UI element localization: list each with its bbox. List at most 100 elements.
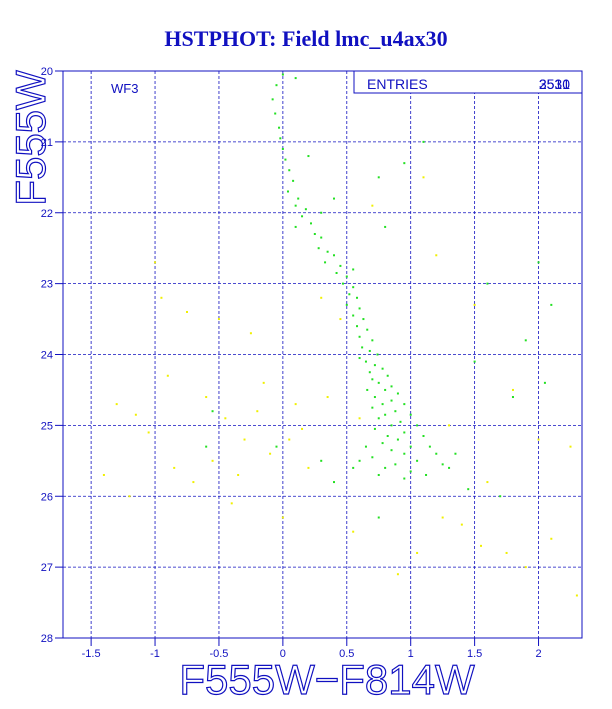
point	[284, 158, 287, 161]
point	[381, 403, 384, 406]
point	[390, 424, 393, 427]
point	[262, 381, 265, 384]
point	[286, 190, 289, 193]
y-tick-label: 24	[41, 350, 53, 362]
point	[173, 466, 176, 469]
point	[320, 296, 323, 299]
stats-value: 3531	[539, 76, 570, 92]
point	[192, 481, 195, 484]
point	[480, 544, 483, 547]
point	[371, 339, 374, 342]
point	[499, 495, 502, 498]
x-tick-label: -1.5	[82, 648, 101, 660]
point	[307, 466, 310, 469]
point	[362, 318, 365, 321]
point	[390, 449, 393, 452]
point	[377, 473, 380, 476]
point	[271, 98, 274, 101]
point	[341, 282, 344, 285]
point	[249, 332, 252, 335]
y-tick-label: 23	[41, 279, 53, 291]
point	[294, 225, 297, 228]
point	[543, 381, 546, 384]
point	[486, 282, 489, 285]
point	[390, 399, 393, 402]
point	[352, 466, 355, 469]
point	[537, 438, 540, 441]
point	[396, 438, 399, 441]
point	[230, 502, 233, 505]
point	[185, 310, 188, 313]
point	[371, 456, 374, 459]
point	[352, 314, 355, 317]
point	[448, 424, 451, 427]
point	[403, 452, 406, 455]
point	[384, 225, 387, 228]
point	[403, 403, 406, 406]
point	[409, 445, 412, 448]
point	[339, 264, 342, 267]
point	[301, 215, 304, 218]
x-tick-label: 0.5	[339, 648, 354, 660]
point	[403, 477, 406, 480]
point	[356, 325, 359, 328]
point	[134, 413, 137, 416]
point	[428, 445, 431, 448]
point	[275, 445, 278, 448]
point	[364, 445, 367, 448]
point	[317, 247, 320, 250]
point	[301, 427, 304, 430]
point	[115, 403, 118, 406]
point	[511, 396, 514, 399]
point	[288, 169, 291, 172]
point	[454, 452, 457, 455]
annotation: WF3	[111, 81, 138, 96]
point	[511, 388, 514, 391]
point	[473, 303, 476, 306]
point	[371, 204, 374, 207]
point	[384, 413, 387, 416]
point	[358, 307, 361, 310]
y-tick-label: 26	[41, 491, 53, 503]
point	[381, 367, 384, 370]
x-tick-label: -0.5	[209, 648, 228, 660]
point	[279, 137, 282, 140]
point	[356, 296, 359, 299]
point	[352, 286, 355, 289]
point	[358, 357, 361, 360]
point	[292, 179, 295, 182]
point	[575, 594, 578, 597]
point	[358, 417, 361, 420]
point	[345, 303, 348, 306]
point	[448, 466, 451, 469]
point	[422, 435, 425, 438]
point	[205, 445, 208, 448]
point	[297, 197, 300, 200]
stats-label: ENTRIES	[367, 76, 428, 92]
point	[324, 261, 327, 264]
grid	[55, 70, 582, 646]
point	[371, 406, 374, 409]
point	[339, 318, 342, 321]
point	[320, 236, 323, 239]
point	[403, 431, 406, 434]
y-tick-label: 20	[41, 66, 53, 78]
stats-value: 2510	[539, 76, 570, 92]
stats-box	[353, 70, 583, 94]
point	[416, 459, 419, 462]
point	[309, 222, 312, 225]
point	[416, 424, 419, 427]
point	[399, 420, 402, 423]
point	[409, 470, 412, 473]
point	[467, 488, 470, 491]
point	[147, 431, 150, 434]
point	[386, 435, 389, 438]
point	[211, 410, 214, 413]
point	[320, 459, 323, 462]
point	[409, 413, 412, 416]
point	[275, 84, 278, 87]
point	[524, 566, 527, 569]
point	[394, 463, 397, 466]
point	[537, 261, 540, 264]
